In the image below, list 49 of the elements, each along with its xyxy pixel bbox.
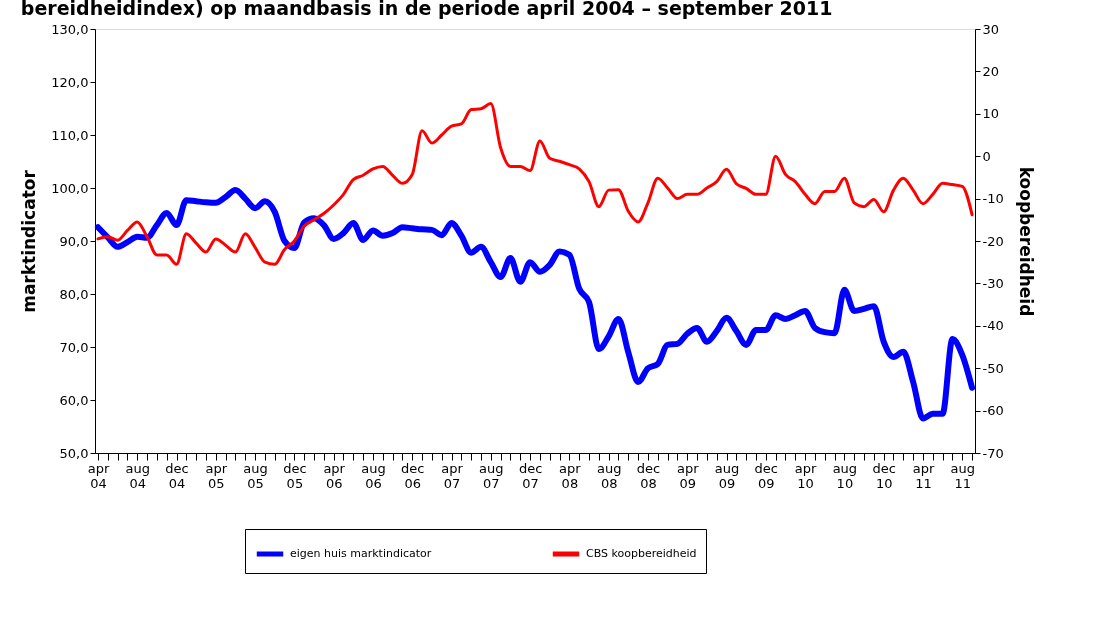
x-tick-label: apr 09 bbox=[676, 460, 700, 491]
x-tick-label: dec 04 bbox=[165, 460, 189, 491]
legend-label: eigen huis marktindicator bbox=[290, 547, 432, 560]
y-tick-label: 120,0 bbox=[51, 74, 89, 90]
x-tick-label: aug 10 bbox=[832, 460, 858, 491]
x-tick-label: apr 10 bbox=[794, 460, 818, 491]
x-tick-label: dec 10 bbox=[872, 460, 896, 491]
y-tick-label: 80,0 bbox=[59, 286, 89, 302]
x-tick-label: apr 04 bbox=[87, 460, 110, 491]
y2-tick-label: -70 bbox=[982, 445, 1004, 461]
x-tick-label: dec 09 bbox=[754, 460, 779, 491]
y-tick-label: 60,0 bbox=[59, 392, 89, 408]
x-tick-label: dec 06 bbox=[401, 460, 425, 491]
y-tick-label: 50,0 bbox=[59, 445, 89, 461]
y2-tick-label: 0 bbox=[982, 148, 991, 164]
x-tick-label: apr 08 bbox=[559, 460, 582, 491]
chart-title: bereidheidindex) op maandbasis in de periode april 2004 – september 2011 bbox=[20, 0, 833, 19]
y-tick-label: 130,0 bbox=[51, 21, 89, 37]
x-tick-label: aug 05 bbox=[243, 460, 268, 491]
y-tick-label: 70,0 bbox=[59, 339, 89, 355]
y-tick-label: 110,0 bbox=[51, 127, 89, 143]
y2-axis-title: koopbereidheid bbox=[1015, 166, 1036, 317]
y-axis-title: marktindicator bbox=[19, 169, 40, 313]
x-tick-label: apr 06 bbox=[323, 460, 346, 491]
x-tick-label: aug 06 bbox=[361, 460, 386, 491]
y2-tick-label: -60 bbox=[982, 403, 1004, 419]
y2-tick-label: -40 bbox=[982, 318, 1004, 334]
legend-label: CBS koopbereidheid bbox=[586, 547, 697, 560]
y2-tick-label: 20 bbox=[982, 63, 1000, 79]
x-tick-label: aug 11 bbox=[950, 460, 975, 491]
x-tick-label: dec 07 bbox=[518, 460, 543, 491]
x-tick-label: apr 07 bbox=[441, 460, 464, 491]
x-tick-label: aug 09 bbox=[714, 460, 740, 491]
y2-tick-label: -50 bbox=[982, 360, 1004, 376]
y2-tick-label: -30 bbox=[982, 275, 1004, 291]
y-tick-label: 100,0 bbox=[51, 180, 89, 196]
x-tick-label: apr 05 bbox=[205, 460, 228, 491]
x-tick-label: dec 05 bbox=[283, 460, 307, 491]
x-tick-label: apr 11 bbox=[912, 460, 935, 491]
x-tick-label: dec 08 bbox=[636, 460, 661, 491]
x-tick-label: aug 07 bbox=[479, 460, 504, 491]
y2-tick-label: -20 bbox=[982, 233, 1004, 249]
y2-tick-label: 30 bbox=[982, 21, 1000, 37]
y2-tick-label: -10 bbox=[982, 191, 1004, 207]
y2-tick-label: 10 bbox=[982, 106, 1000, 122]
line-series bbox=[96, 102, 974, 266]
y-tick-label: 90,0 bbox=[59, 233, 89, 249]
x-tick-label: aug 04 bbox=[125, 460, 150, 491]
x-tick-label: aug 08 bbox=[596, 460, 622, 491]
